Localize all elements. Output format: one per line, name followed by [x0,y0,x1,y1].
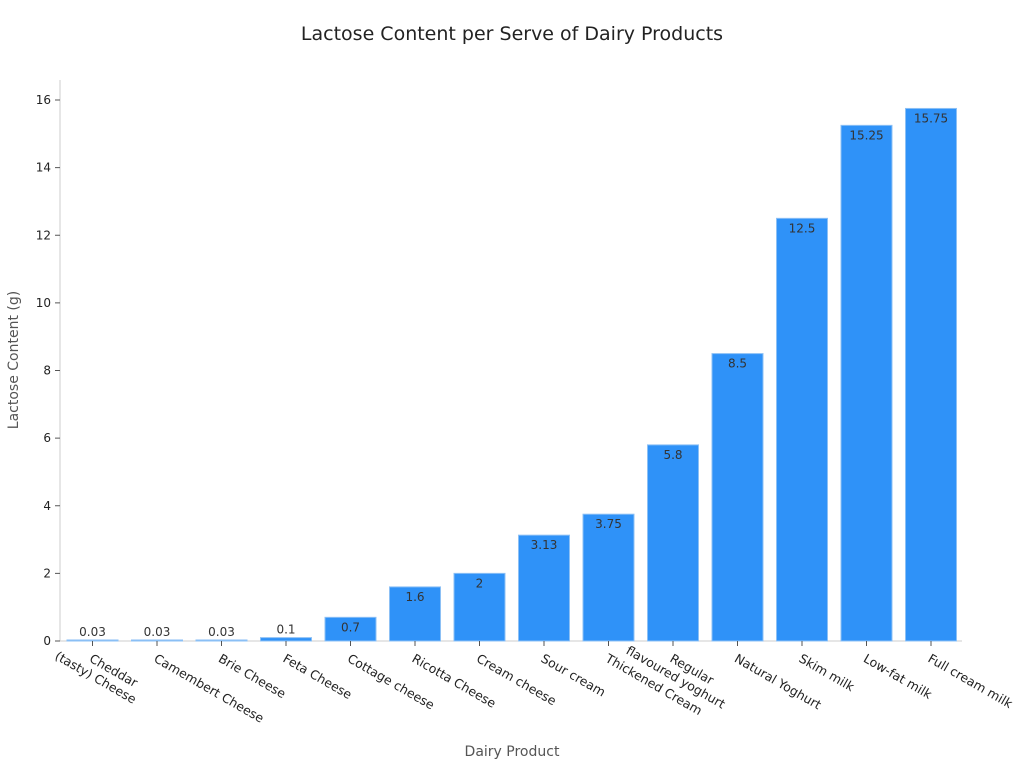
bar-value-label: 2 [476,576,484,590]
y-tick-label: 8 [43,364,51,378]
bar [131,639,183,642]
bar-value-label: 0.7 [341,620,360,634]
bar-value-label: 8.5 [728,357,747,371]
bar-value-label: 15.75 [914,111,948,125]
bar [66,639,119,642]
bar-value-label: 0.03 [79,625,106,639]
y-tick-label: 12 [36,228,51,242]
bar-value-label: 0.03 [208,625,235,639]
y-tick-label: 2 [43,566,51,580]
bar-value-label: 1.6 [405,590,424,604]
y-tick-label: 6 [43,431,51,445]
bar-value-label: 0.1 [276,623,295,637]
bar-value-label: 3.13 [531,538,558,552]
bar-value-label: 0.03 [144,625,171,639]
bar-value-label: 5.8 [663,448,682,462]
y-axis-label: Lactose Content (g) [6,291,22,429]
y-tick-label: 0 [43,634,51,648]
x-axis-label: Dairy Product [465,744,560,760]
bar [518,534,570,642]
y-tick-label: 16 [36,93,51,107]
bar-value-label: 15.25 [849,128,883,142]
x-tick-label: Feta Cheese [281,651,355,703]
bar [582,513,635,642]
bar [453,572,506,642]
x-tick-label: Low-fat milk [861,651,935,703]
y-tick-label: 14 [36,161,51,175]
x-tick-label: Cheddar(tasty) Cheese [52,635,146,707]
bar [776,217,828,642]
bar [195,639,248,642]
x-tick-label: Camembert Cheese [152,651,267,726]
bar [840,124,893,642]
chart-title: Lactose Content per Serve of Dairy Produ… [301,23,723,45]
bar [389,586,441,642]
bar [260,637,312,642]
y-tick-label: 10 [36,296,51,310]
bar [905,107,957,642]
bar [647,444,699,642]
y-tick-label: 4 [43,499,51,513]
bar-value-label: 12.5 [789,221,816,235]
bar [711,353,764,642]
bar-value-label: 3.75 [595,517,622,531]
x-tick-label: Full cream milk [926,651,1016,712]
